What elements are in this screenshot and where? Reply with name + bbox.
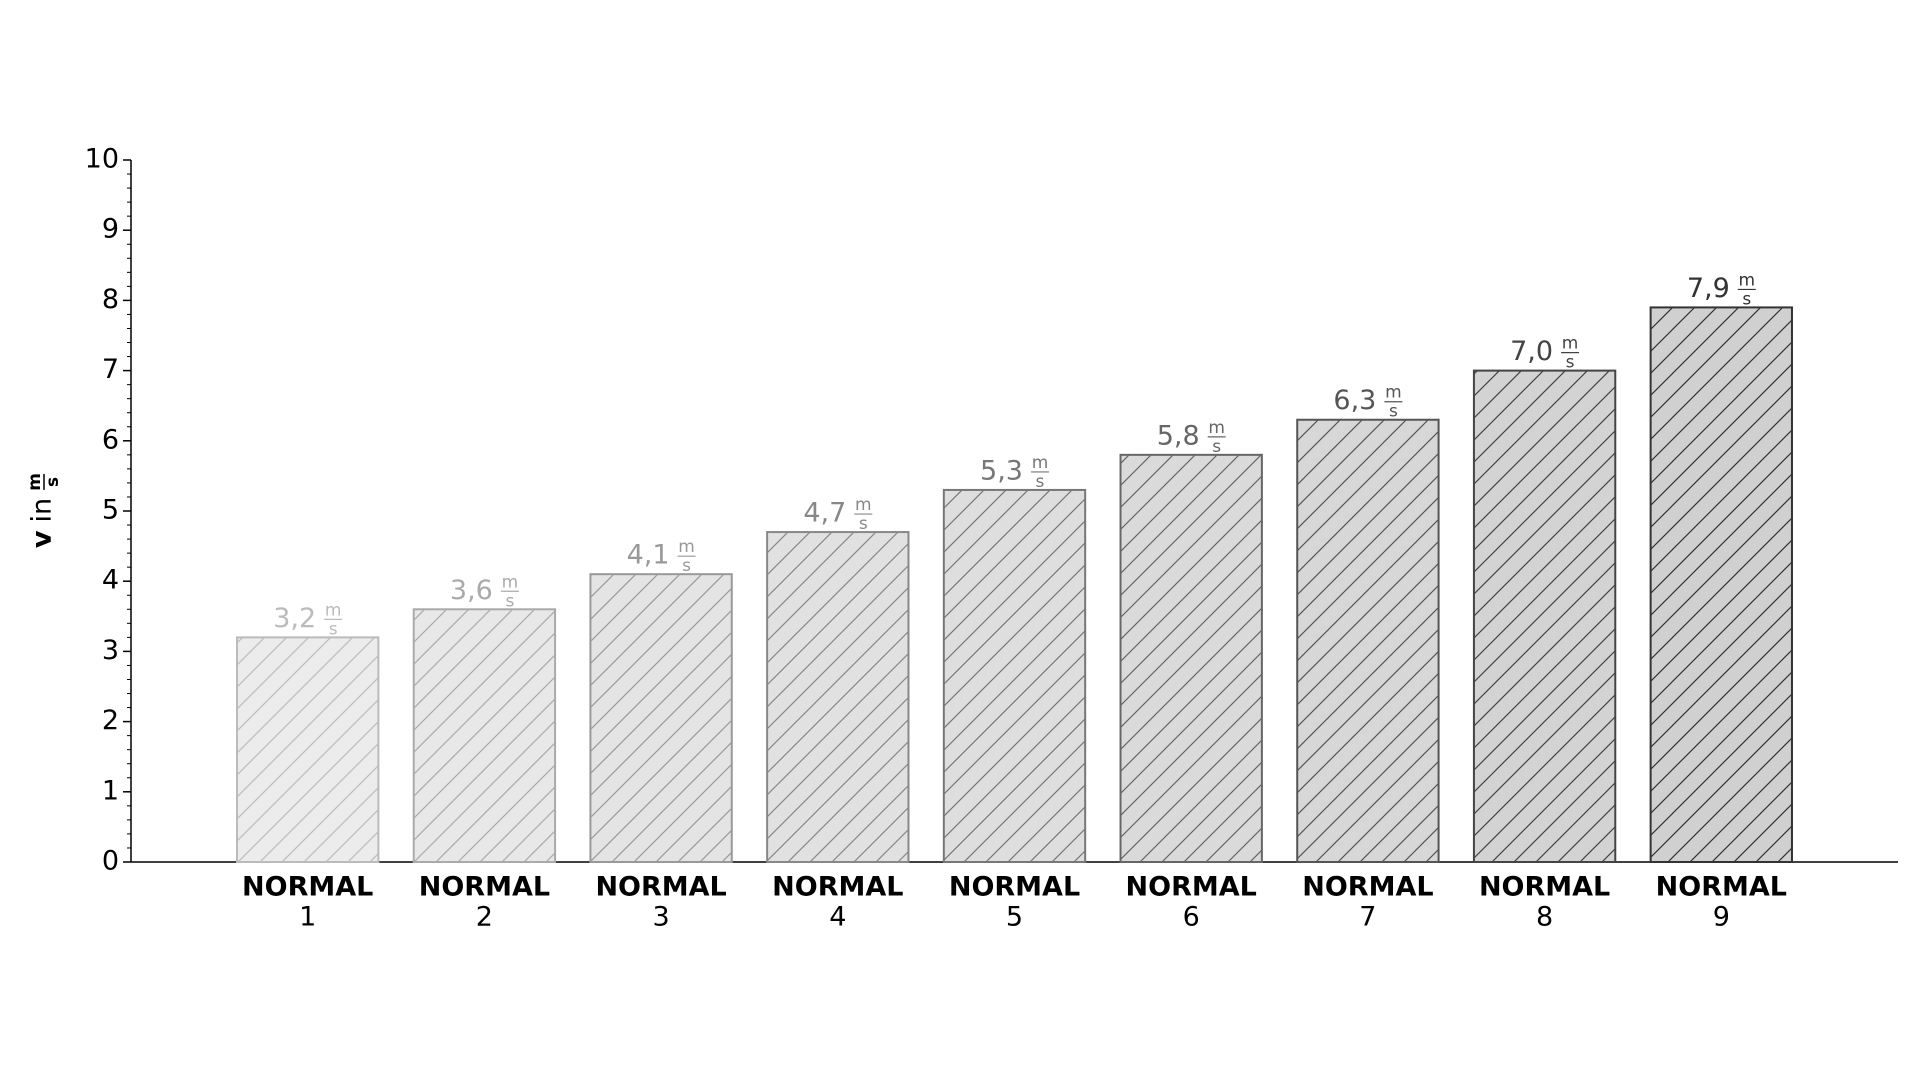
y-tick-label: 2 [102, 705, 119, 736]
bar [412, 608, 557, 864]
value-label-number: 7,9 [1687, 273, 1730, 304]
value-label: 7,9 ms [1687, 270, 1756, 309]
y-tick-label: 7 [102, 354, 119, 385]
value-label-unit-numerator: m [1738, 270, 1755, 290]
value-label-number: 4,1 [627, 540, 670, 571]
value-label: 4,1 ms [627, 537, 696, 576]
bar [1119, 453, 1263, 863]
y-tick-label: 3 [102, 635, 119, 666]
x-tick-label-name: NORMAL [1126, 872, 1257, 903]
value-label-unit-denominator: s [682, 556, 691, 576]
value-label: 3,6 ms [450, 572, 519, 611]
x-tick-label-number: 6 [1183, 902, 1200, 933]
value-label-unit-denominator: s [1566, 353, 1575, 373]
x-tick-label-number: 4 [829, 902, 846, 933]
y-tick-label: 1 [102, 775, 119, 806]
value-label: 7,0 ms [1510, 334, 1580, 373]
y-label-symbol: v [27, 530, 58, 548]
bar [942, 488, 1087, 863]
y-label-word: in [27, 498, 58, 523]
value-label-number: 5,8 [1157, 420, 1200, 451]
y-tick-label: 10 [85, 144, 119, 175]
y-label-unit: ms [25, 473, 63, 491]
x-tick-label-number: 5 [1006, 902, 1023, 933]
y-tick-label: 9 [102, 214, 119, 245]
bar [236, 636, 380, 863]
value-label-unit-numerator: m [1208, 418, 1225, 438]
value-label: 4,7 ms [803, 495, 873, 534]
y-tick-label: 4 [102, 565, 119, 596]
value-label-unit-denominator: s [1036, 472, 1045, 492]
y-label-unit-denominator: s [43, 477, 63, 487]
x-tick-label-name: NORMAL [419, 872, 550, 903]
y-tick-label: 8 [102, 284, 119, 315]
bar [589, 573, 733, 863]
x-tick-label-number: 3 [653, 902, 670, 933]
y-label-unit-numerator: m [25, 473, 45, 491]
value-label: 6,3 ms [1333, 383, 1403, 422]
value-label-number: 4,7 [803, 498, 846, 529]
value-label: 5,8 ms [1157, 418, 1226, 457]
bar [1472, 369, 1617, 863]
x-tick-label-name: NORMAL [949, 872, 1080, 903]
value-label-unit-denominator: s [1742, 289, 1751, 309]
value-label: 5,3 ms [980, 453, 1049, 492]
value-label-unit-denominator: s [859, 514, 868, 534]
value-label-number: 3,2 [273, 603, 316, 634]
value-label-number: 6,3 [1333, 385, 1376, 416]
bar [766, 531, 910, 863]
x-tick-label-number: 8 [1536, 902, 1553, 933]
value-label-number: 7,0 [1510, 336, 1553, 367]
value-label-unit-numerator: m [502, 572, 519, 592]
y-tick-label: 6 [102, 424, 119, 455]
y-label: v in ms [25, 473, 63, 548]
value-label-unit-numerator: m [325, 600, 342, 620]
x-tick-label-name: NORMAL [595, 872, 726, 903]
y-tick-label: 0 [102, 846, 119, 877]
y-tick-label: 5 [102, 495, 119, 526]
x-tick-label-name: NORMAL [1656, 872, 1787, 903]
value-label-unit-denominator: s [505, 591, 514, 611]
x-tick-label-number: 9 [1713, 902, 1730, 933]
x-tick-label-name: NORMAL [242, 872, 373, 903]
x-tick-label-number: 2 [476, 902, 493, 933]
value-label-number: 5,3 [980, 455, 1023, 486]
value-label-unit-denominator: s [329, 619, 338, 639]
x-tick-label-name: NORMAL [1479, 872, 1610, 903]
x-tick-label-name: NORMAL [1302, 872, 1433, 903]
value-label-unit-numerator: m [1562, 334, 1579, 354]
x-tick-label-number: 1 [299, 902, 316, 933]
bar [1649, 306, 1793, 864]
value-label-unit-denominator: s [1389, 402, 1398, 422]
value-label: 3,2 ms [273, 600, 343, 639]
bar [1296, 418, 1440, 863]
value-label-unit-numerator: m [1032, 453, 1049, 473]
value-label-unit-numerator: m [678, 537, 695, 557]
value-label-unit-denominator: s [1212, 437, 1221, 457]
x-tick-label-number: 7 [1359, 902, 1376, 933]
x-tick-label-name: NORMAL [772, 872, 903, 903]
value-label-unit-numerator: m [855, 495, 872, 515]
value-label-unit-numerator: m [1385, 383, 1402, 403]
value-label-number: 3,6 [450, 575, 493, 606]
